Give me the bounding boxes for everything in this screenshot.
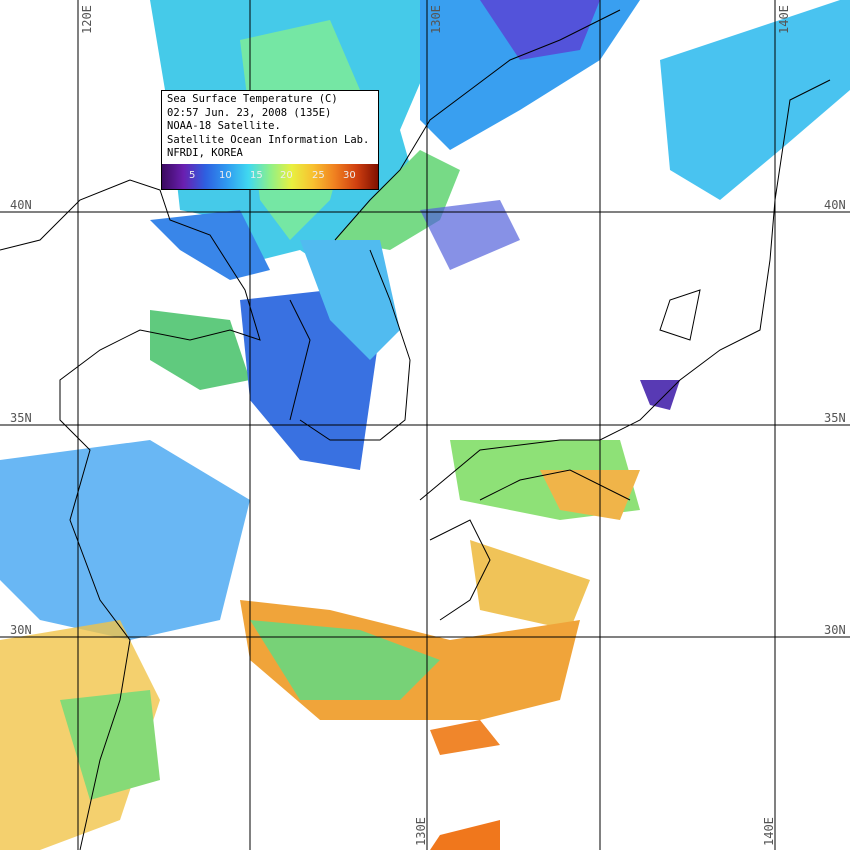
lon-label-140e-top: 140E: [777, 5, 791, 34]
lon-label-120e: 120E: [80, 5, 94, 34]
colorbar: 5 10 15 20 25 30: [162, 163, 378, 189]
legend-datetime: 02:57 Jun. 23, 2008 (135E): [167, 106, 332, 119]
lat-label-40n-right: 40N: [824, 198, 846, 212]
lon-label-140e-bottom: 140E: [762, 817, 776, 846]
lat-label-35n-right: 35N: [824, 411, 846, 425]
lon-label-130e-bottom: 130E: [414, 817, 428, 846]
lat-label-40n-left: 40N: [10, 198, 32, 212]
colorbar-tick: 30: [343, 169, 356, 181]
coastlines: [0, 9, 831, 850]
colorbar-tick: 20: [280, 169, 293, 181]
lat-label-35n-left: 35N: [10, 411, 32, 425]
lon-label-130e-top: 130E: [429, 5, 443, 34]
legend-lab: Satellite Ocean Information Lab.: [167, 133, 370, 146]
colorbar-tick: 5: [189, 169, 196, 181]
legend-satellite: NOAA-18 Satellite.: [167, 120, 281, 132]
lat-label-30n-right: 30N: [824, 623, 846, 637]
lat-label-30n-left: 30N: [10, 623, 32, 637]
legend-org: NFRDI, KOREA: [167, 147, 243, 159]
colorbar-tick: 25: [312, 169, 325, 181]
legend-title: Sea Surface Temperature (C): [167, 93, 338, 105]
colorbar-tick: 10: [219, 169, 232, 181]
colorbar-tick: 15: [250, 169, 263, 181]
map-legend: Sea Surface Temperature (C) 02:57 Jun. 2…: [161, 90, 379, 190]
